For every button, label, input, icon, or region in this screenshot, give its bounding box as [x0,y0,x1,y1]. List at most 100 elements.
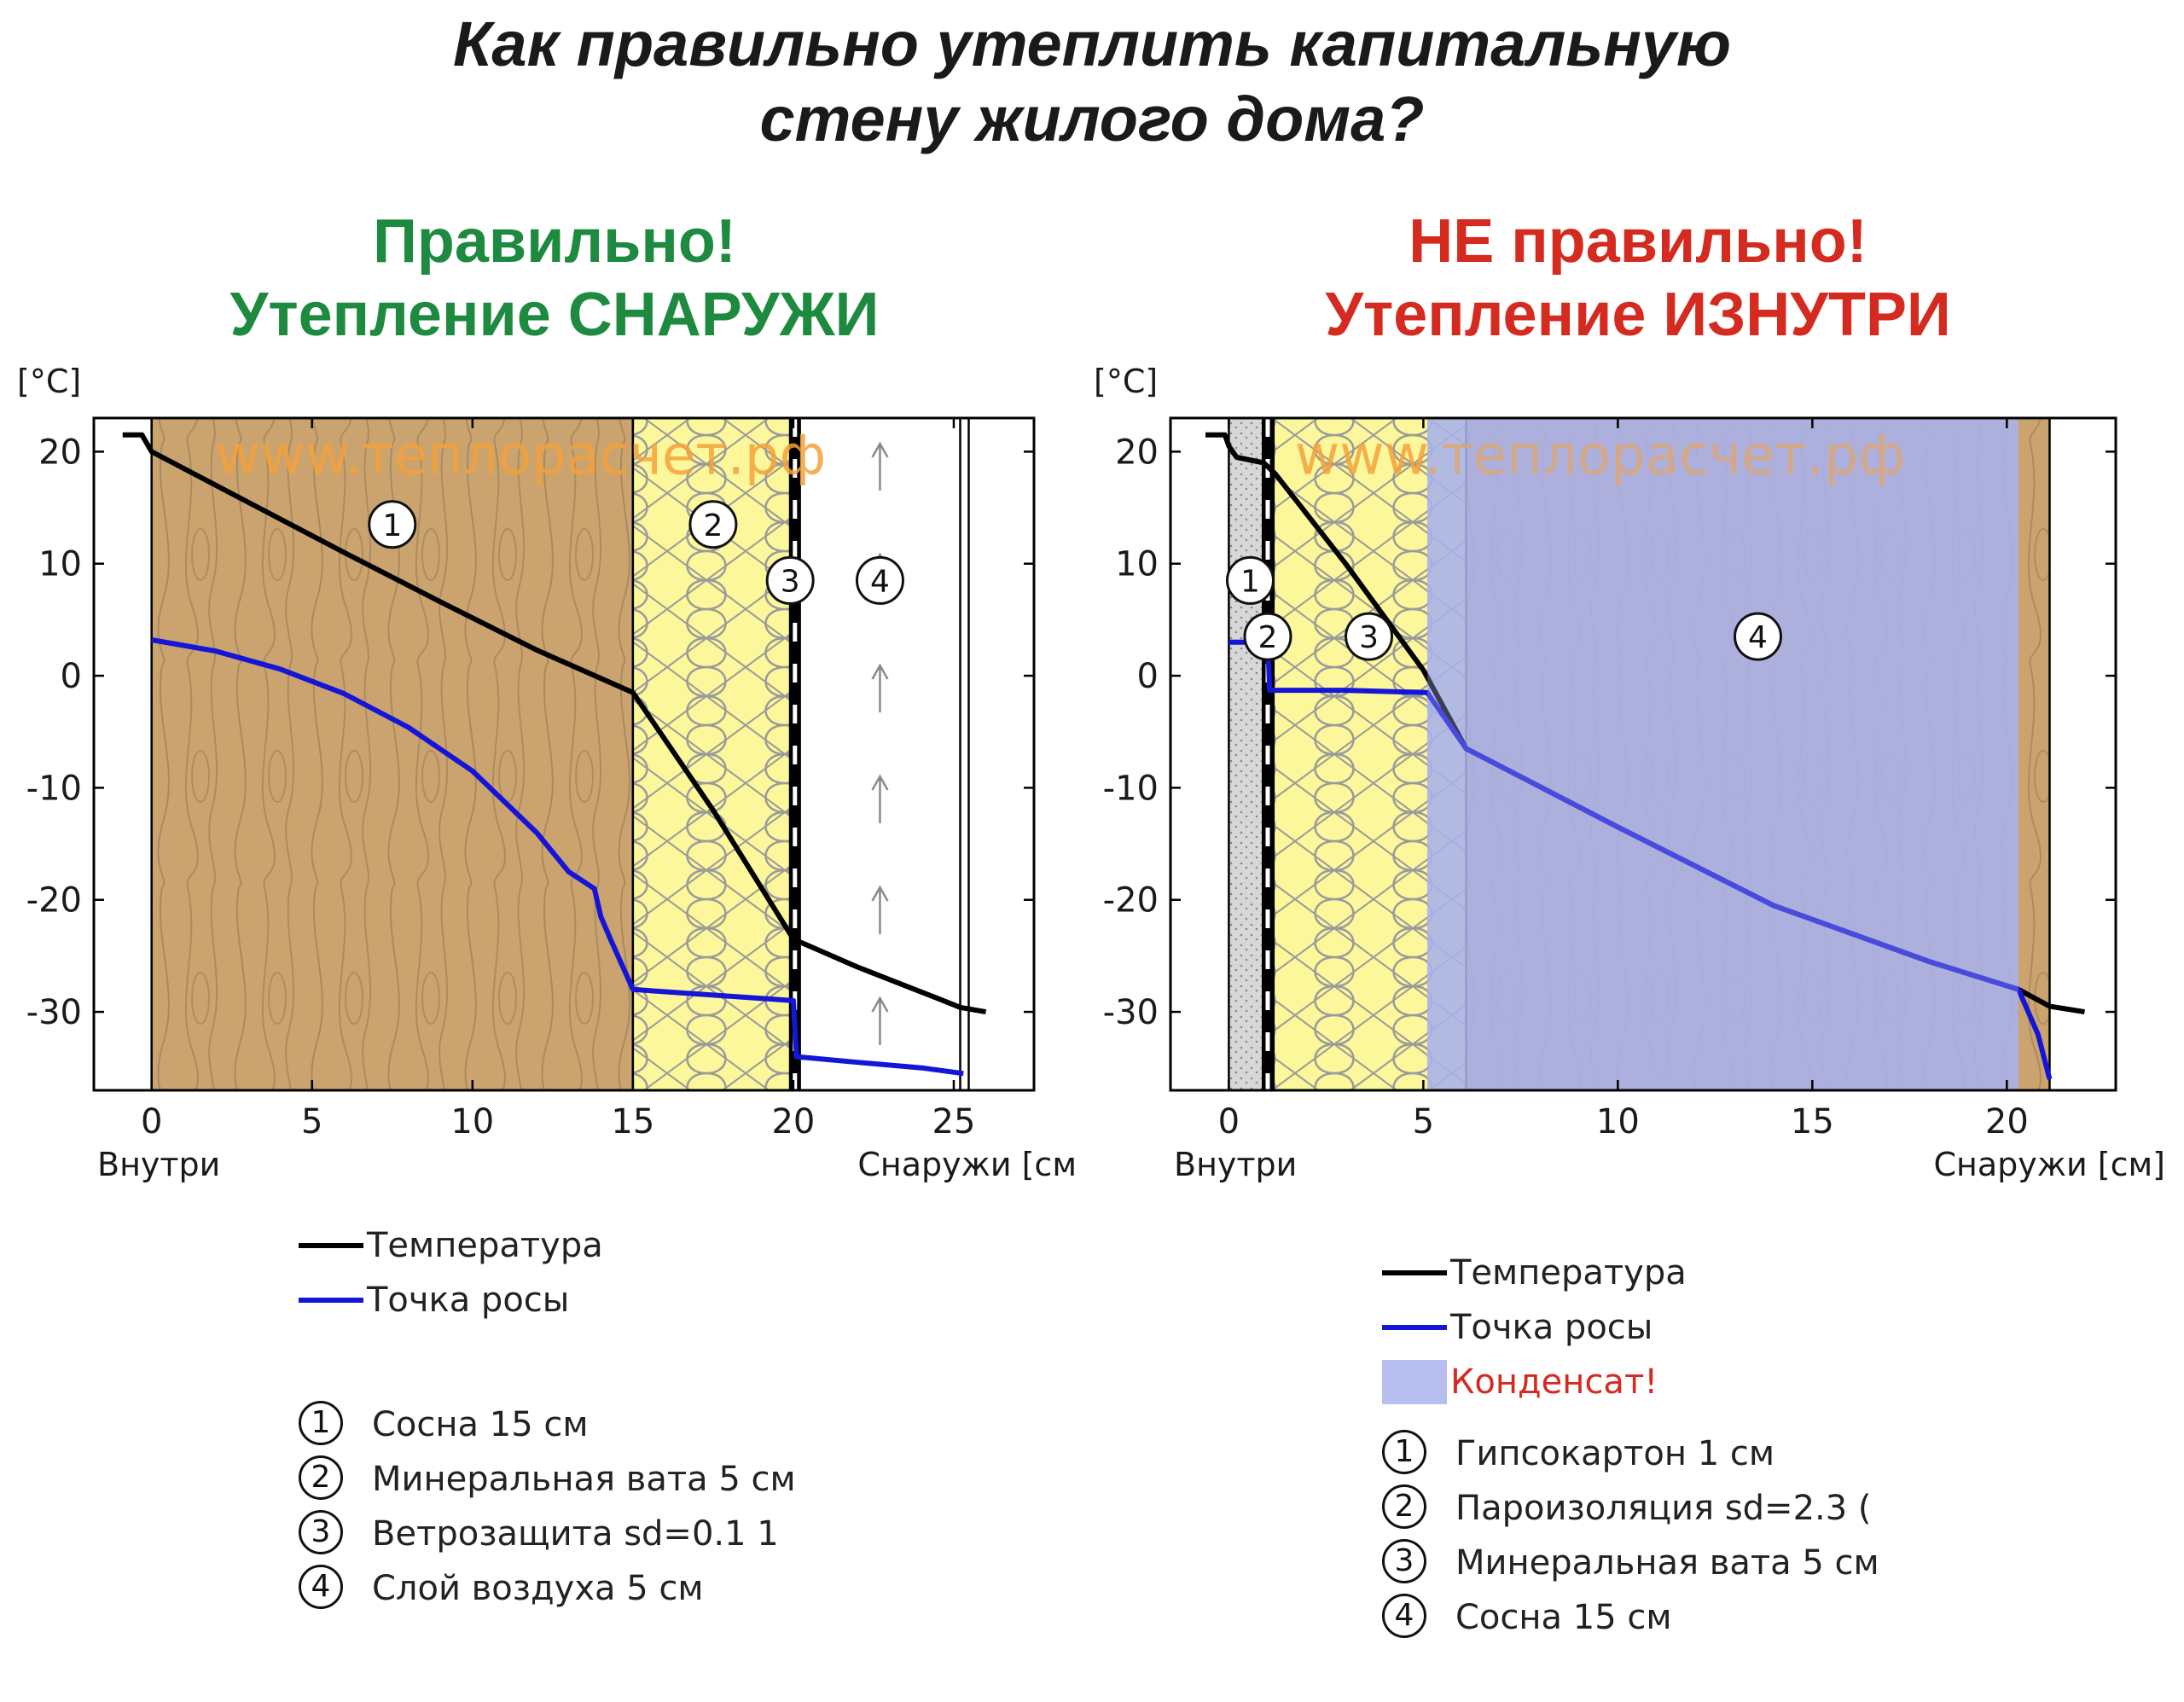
layer-number-badge: 3 [1382,1539,1426,1583]
condensate-swatch [1382,1360,1447,1404]
layer-number-label: 2 [1258,620,1278,655]
left-chart: www.теплорасчет.рф 1 2 3 4 20 10 0 -10 -20 -30 0 5 10… [17,363,1077,1183]
y-tick-label: 0 [1137,657,1159,696]
layer-air [799,418,961,1090]
layer-number-badge: 1 [299,1401,343,1445]
y-tick-label: -20 [26,881,82,921]
plot-frame [92,416,1036,1092]
x-axis-label-inside: Внутри [1174,1146,1297,1183]
right-legend-layer-label: Минеральная вата 5 см [1455,1543,1879,1583]
left-legend-layer: 2 Минеральная вата 5 см [299,1454,930,1505]
left-legend-layer-label: Слой воздуха 5 см [372,1569,704,1608]
plot-frame [1169,416,2117,1092]
y-tick-label: 10 [1115,545,1159,584]
temperature-swatch [299,1243,363,1248]
condensate-zone-overlay [1426,418,2019,1090]
layer-number-label: 4 [1748,620,1768,655]
left-heading: Правильно! Утепление СНАРУЖИ [128,205,981,351]
layer-number-circle [688,500,738,549]
right-legend-layer: 4 Сосна 15 см [1382,1592,1911,1643]
left-legend-layer: 3 Ветрозащита sd=0.1 1 [299,1508,930,1560]
layer-number-badge: 4 [299,1565,343,1609]
right-legend-dewpoint-label: Точка росы [1450,1308,1653,1347]
x-tick-label: 10 [450,1102,494,1141]
main-title-line1: Как правильно утеплить капитальную [452,9,1732,79]
left-heading-line1: Правильно! [373,207,736,276]
layer-number-circle [368,500,417,549]
right-legend-layer-label: Пароизоляция sd=2.3 ( [1455,1489,1872,1528]
layer-number-label: 1 [382,508,402,543]
left-legend-layer-label: Сосна 15 см [372,1405,589,1444]
left-heading-line2: Утепление СНАРУЖИ [229,281,880,349]
left-legend-layer-label: Минеральная вата 5 см [372,1460,796,1499]
air-arrow-head [871,885,889,902]
layer-number-label: 3 [1359,620,1379,655]
left-legend: Температура Точка росы 1 Сосна 15 см 2 М… [299,1220,930,1629]
x-tick-label: 20 [1985,1102,2029,1141]
y-tick-label: 10 [38,545,82,584]
x-tick-label: 0 [141,1102,162,1141]
temperature-line [122,432,987,1015]
dewpoint-swatch [1382,1325,1447,1330]
y-tick-label: -30 [1103,993,1159,1032]
dewpoint-line [151,637,964,1077]
y-axis-label: [°C] [17,363,81,400]
left-legend-dewpoint-label: Точка росы [367,1281,570,1320]
x-tick-label: 15 [611,1102,654,1141]
right-legend-condensate-label: Конденсат! [1450,1362,1658,1402]
layer-number-label: 3 [781,564,800,599]
right-legend-layer-label: Гипсокартон 1 см [1455,1434,1775,1473]
left-legend-layer-label: Ветрозащита sd=0.1 1 [372,1514,779,1554]
y-tick-label: 0 [61,657,82,696]
layer-number-badge: 1 [1382,1430,1426,1474]
layer-number-label: 1 [1240,564,1260,599]
left-legend-temperature-label: Температура [367,1226,603,1265]
x-tick-label: 25 [932,1102,976,1141]
layer-number-circle [765,555,815,605]
layer-number-label: 4 [870,564,890,599]
layer-number-circle [855,555,904,605]
layer-number-badge: 3 [299,1510,343,1554]
layer-number-badge: 4 [1382,1594,1426,1638]
x-axis-label-outside: Снаружи [см] [1934,1146,2166,1183]
air-arrow-head [871,441,889,458]
right-heading-line1: НЕ правильно! [1409,207,1867,276]
x-tick-label: 5 [301,1102,322,1141]
condensate-zone [1426,418,2019,1090]
right-legend: Температура Точка росы Конденсат! 1 Гипс… [1382,1247,1911,1657]
y-tick-label: -30 [26,993,82,1032]
watermark-text: www.теплорасчет.рф [216,425,826,488]
x-tick-label: 0 [1218,1102,1240,1141]
right-legend-layer-label: Сосна 15 см [1455,1598,1672,1637]
right-legend-layer: 2 Пароизоляция sd=2.3 ( [1382,1483,1911,1534]
layer-number-label: 2 [703,508,723,543]
x-tick-label: 15 [1791,1102,1834,1141]
right-heading-line2: Утепление ИЗНУТРИ [1325,281,1951,349]
layer-number-circle [1734,612,1783,661]
right-legend-temperature-label: Температура [1450,1253,1687,1292]
layer-number-circle [1225,555,1275,605]
main-title-line2: стену жилого дома? [759,84,1425,154]
layer-number-badge: 2 [1382,1484,1426,1529]
x-tick-label: 10 [1596,1102,1640,1141]
right-chart: www.теплорасчет.рф 1 2 3 4 20 10 0 -10 -20 -30 0 5 10… [1094,363,2165,1183]
x-tick-label: 20 [771,1102,815,1141]
watermark-text: www.теплорасчет.рф [1295,425,1905,488]
x-tick-label: 5 [1413,1102,1434,1141]
right-legend-layer: 3 Минеральная вата 5 см [1382,1537,1911,1589]
y-tick-label: 20 [1115,433,1159,472]
air-arrow-head [871,774,889,791]
x-axis-label-outside: Снаружи [см [857,1146,1077,1183]
drywall-texture [1228,418,1268,1090]
y-tick-label: -20 [1103,881,1159,921]
dewpoint-swatch [299,1298,363,1303]
left-legend-layer: 1 Сосна 15 см [299,1399,930,1450]
air-arrow-head [871,663,889,680]
x-axis-label-inside: Внутри [97,1146,220,1183]
right-legend-layer: 1 Гипсокартон 1 см [1382,1428,1911,1479]
y-tick-label: 20 [38,433,82,472]
left-legend-layer: 4 Слой воздуха 5 см [299,1563,930,1614]
main-title: Как правильно утеплить капитальную стену… [0,7,2184,157]
y-tick-label: -10 [26,769,82,808]
